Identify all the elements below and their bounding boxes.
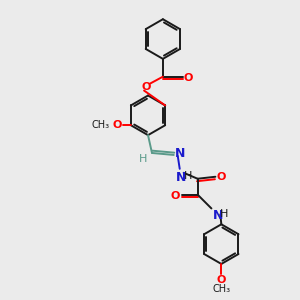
Text: O: O [141,82,151,92]
Text: N: N [176,171,186,184]
Text: O: O [217,275,226,285]
Text: CH₃: CH₃ [92,120,110,130]
Text: N: N [175,148,185,160]
Text: CH₃: CH₃ [212,284,230,294]
Text: O: O [112,120,122,130]
Text: N: N [212,209,223,222]
Text: H: H [184,171,192,181]
Text: H: H [139,154,147,164]
Text: O: O [184,73,193,83]
Text: O: O [170,190,180,201]
Text: H: H [220,209,229,219]
Text: O: O [216,172,226,182]
